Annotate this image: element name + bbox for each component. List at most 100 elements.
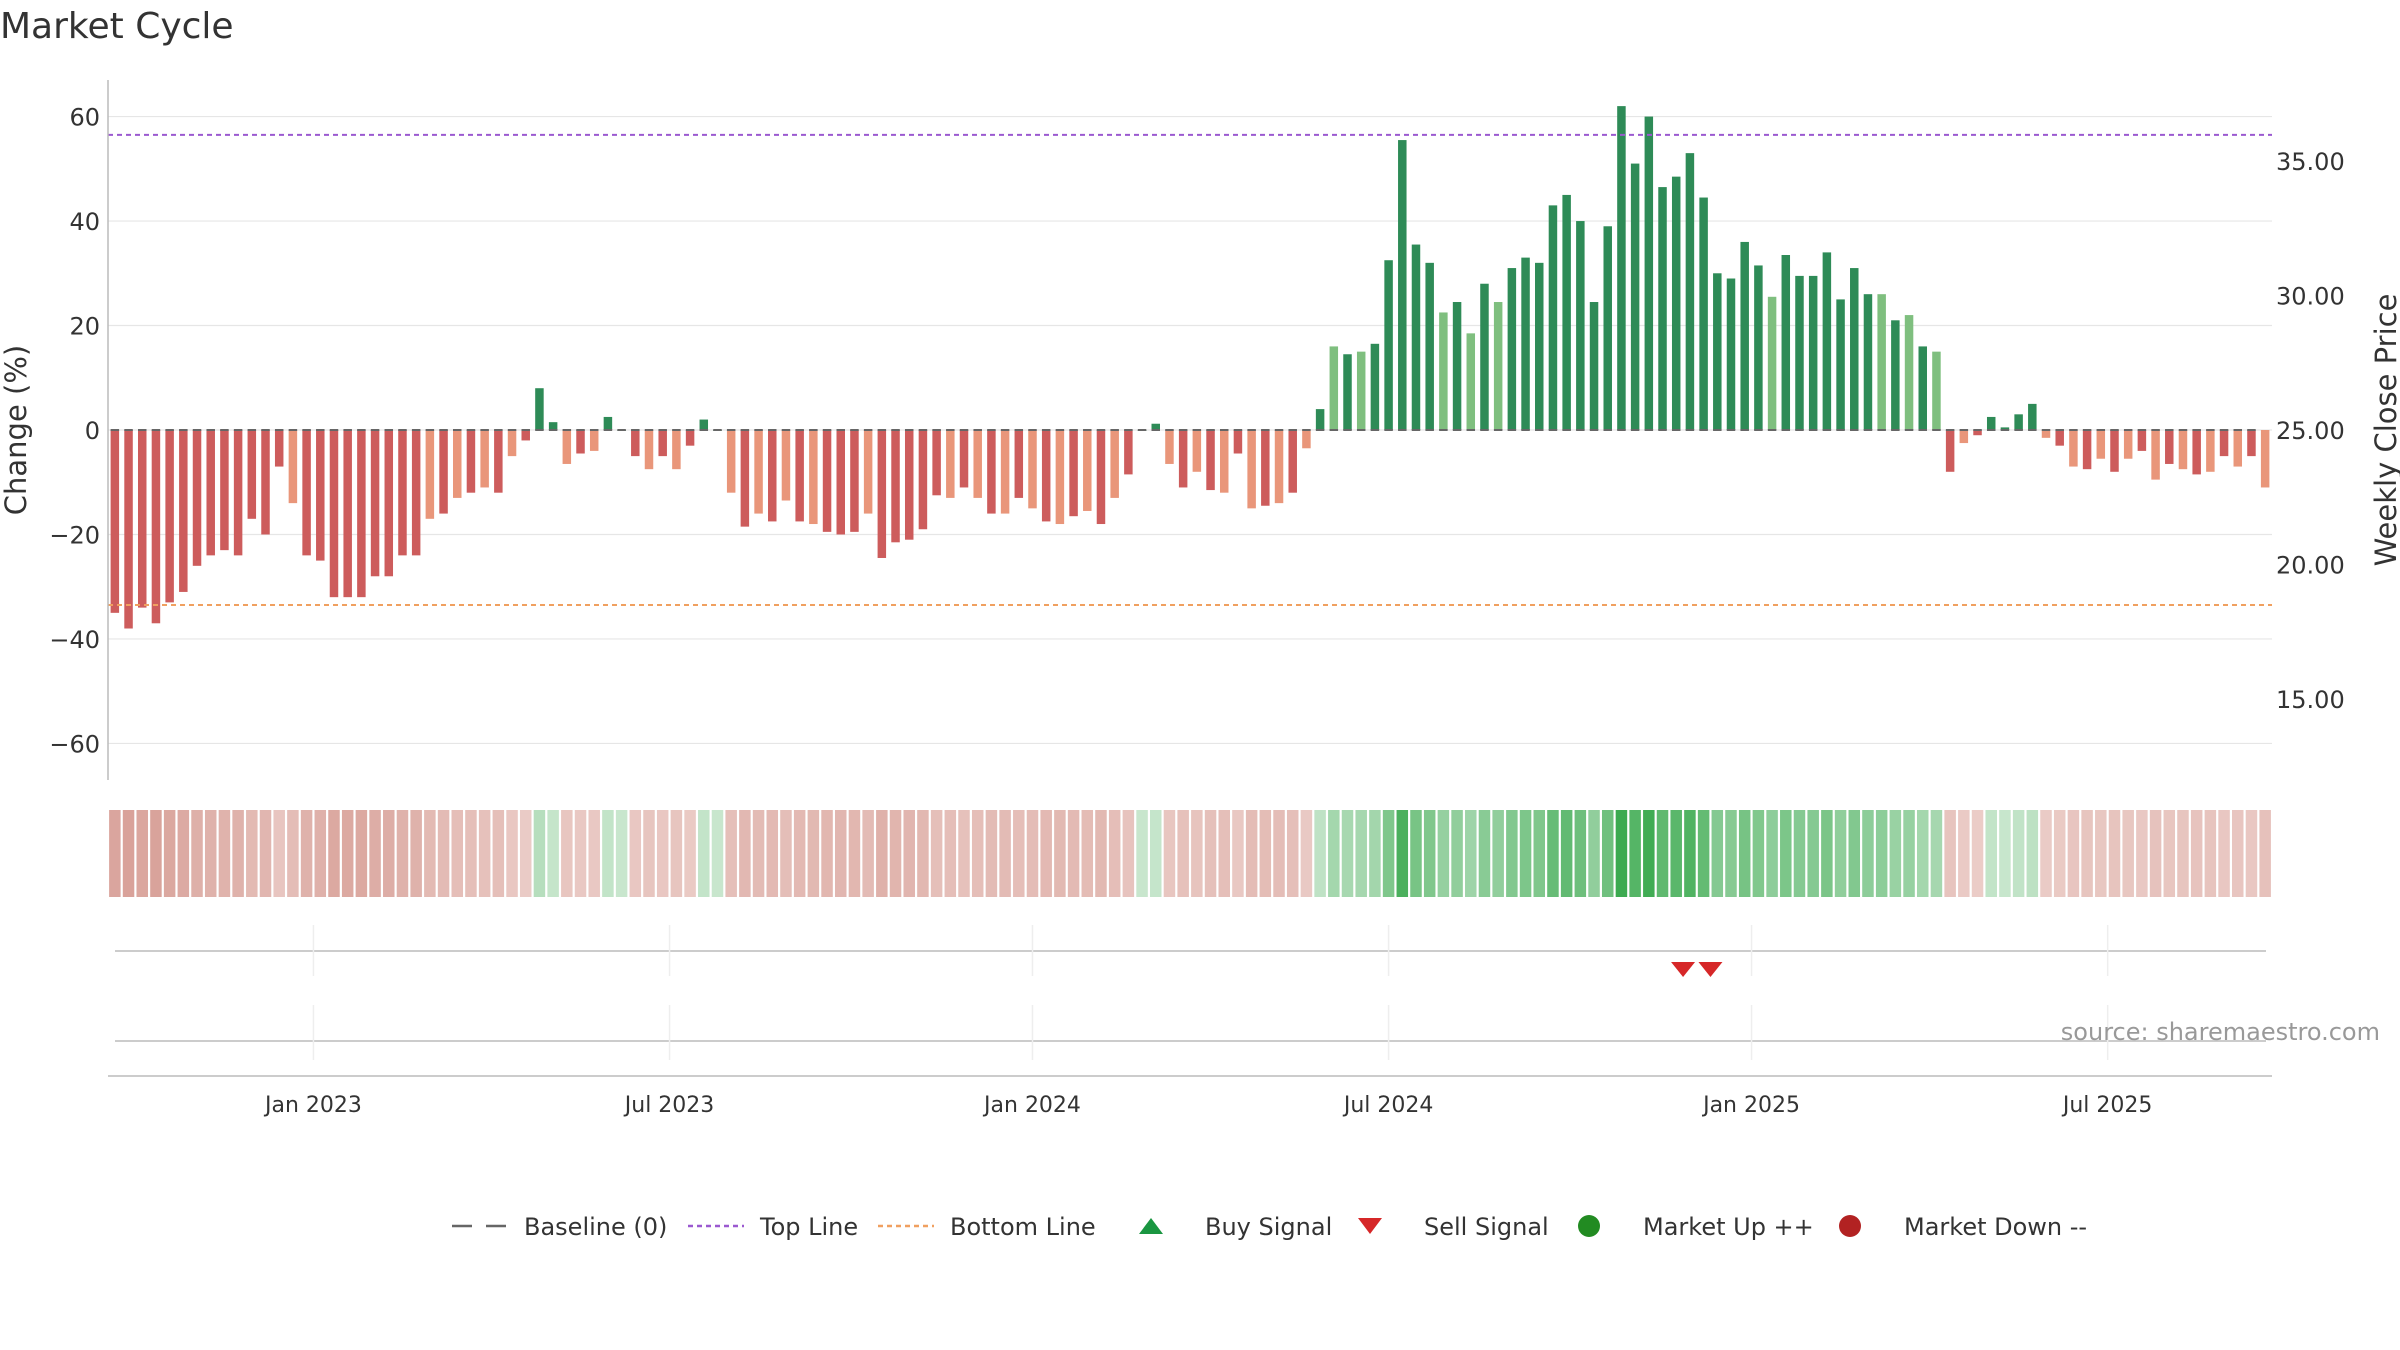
bar — [1850, 268, 1859, 430]
buy-signal-icon — [1139, 1218, 1163, 1234]
bar — [1836, 299, 1845, 430]
bar — [1671, 176, 1681, 430]
bar — [1699, 197, 1708, 430]
heat-cell — [1588, 810, 1600, 897]
bar — [1891, 320, 1900, 430]
bar — [822, 430, 832, 532]
bar — [973, 430, 982, 498]
heat-cell — [1382, 810, 1395, 897]
bar — [192, 430, 202, 566]
heat-cell — [383, 810, 395, 897]
heat-cell — [1410, 810, 1422, 897]
y-tick-label-left: −20 — [49, 521, 100, 549]
bar — [1945, 430, 1955, 472]
heat-cell — [2095, 810, 2107, 897]
legend-label: Buy Signal — [1205, 1213, 1332, 1241]
bar — [1685, 153, 1695, 430]
bar — [1028, 430, 1037, 509]
heat-cell — [1971, 810, 1984, 897]
heat-cell — [1492, 810, 1504, 897]
bar — [1658, 187, 1667, 430]
heat-cell — [1903, 810, 1915, 897]
bar — [658, 430, 667, 457]
bar — [233, 430, 243, 556]
heat-cell — [1204, 810, 1217, 897]
bar — [2192, 430, 2201, 475]
bar — [1439, 312, 1448, 430]
heat-cell — [177, 810, 190, 897]
y-axis-left-title: Change (%) — [0, 345, 33, 515]
heat-cell — [2177, 810, 2189, 897]
bar — [1493, 302, 1503, 430]
heat-cell — [2053, 810, 2066, 897]
heat-cell — [739, 810, 751, 897]
heat-cell — [684, 810, 696, 897]
heat-cell — [1150, 810, 1162, 897]
source-label: source: sharemaestro.com — [2061, 1018, 2380, 1046]
heat-cell — [1821, 810, 1833, 897]
heat-cell — [1533, 810, 1546, 897]
legend-label: Market Up ++ — [1643, 1213, 1814, 1241]
heat-cell — [2190, 810, 2203, 897]
bar — [1041, 430, 1051, 522]
sell-signal-marker — [1671, 962, 1696, 977]
heat-cell — [1218, 810, 1230, 897]
heat-cell — [2163, 810, 2176, 897]
heat-cell — [1697, 810, 1710, 897]
bar — [1644, 116, 1654, 430]
bar — [302, 430, 311, 556]
bar — [274, 430, 284, 467]
heat-cell — [109, 810, 121, 897]
heat-cell — [1437, 810, 1450, 897]
bar — [1932, 351, 1941, 430]
bar — [1466, 333, 1476, 430]
heat-cell — [602, 810, 614, 897]
heat-cell — [1780, 810, 1792, 897]
bar — [1302, 430, 1311, 449]
bar — [247, 430, 257, 519]
heat-cell — [163, 810, 176, 897]
bar — [672, 430, 681, 470]
bar — [1069, 430, 1078, 517]
bar — [261, 430, 270, 535]
bar — [1576, 221, 1585, 430]
heat-cell — [355, 810, 368, 897]
bar — [1630, 163, 1640, 430]
bar — [343, 430, 352, 598]
heat-cell — [2204, 810, 2217, 897]
bar — [1288, 430, 1297, 493]
bar — [1521, 257, 1530, 430]
bar — [2082, 430, 2092, 470]
legend-label: Top Line — [759, 1213, 858, 1241]
bar — [288, 430, 298, 504]
heat-cell — [1519, 810, 1532, 897]
heat-cell — [218, 810, 231, 897]
heat-cell — [1355, 810, 1367, 897]
bar — [1603, 226, 1612, 430]
heat-cell — [876, 810, 888, 897]
bar — [2233, 430, 2243, 467]
heat-cell — [232, 810, 244, 897]
bar — [151, 430, 161, 624]
legend-item: Baseline (0) — [452, 1213, 667, 1241]
bar — [1535, 262, 1544, 430]
x-tick-label: Jan 2024 — [982, 1093, 1081, 1118]
x-tick-label: Jan 2023 — [263, 1093, 362, 1118]
bar — [2137, 430, 2147, 451]
bar — [2055, 430, 2064, 446]
heat-cell — [1095, 810, 1107, 897]
bar — [1178, 430, 1188, 488]
heat-cell — [1889, 810, 1902, 897]
bar — [2123, 430, 2133, 459]
heat-cell — [1615, 810, 1628, 897]
heat-cell — [1328, 810, 1340, 897]
y-tick-label-right: 15.00 — [2276, 686, 2345, 714]
bar — [1863, 294, 1873, 430]
heat-cell — [1506, 810, 1518, 897]
bar — [1480, 283, 1489, 430]
bar — [548, 422, 558, 430]
heat-cell — [273, 810, 285, 897]
axes: 60 40 20 0 −20 −40 −60 35.00 30.00 25.00 20.00 15.0… — [49, 80, 2345, 780]
bar — [1096, 430, 1106, 525]
